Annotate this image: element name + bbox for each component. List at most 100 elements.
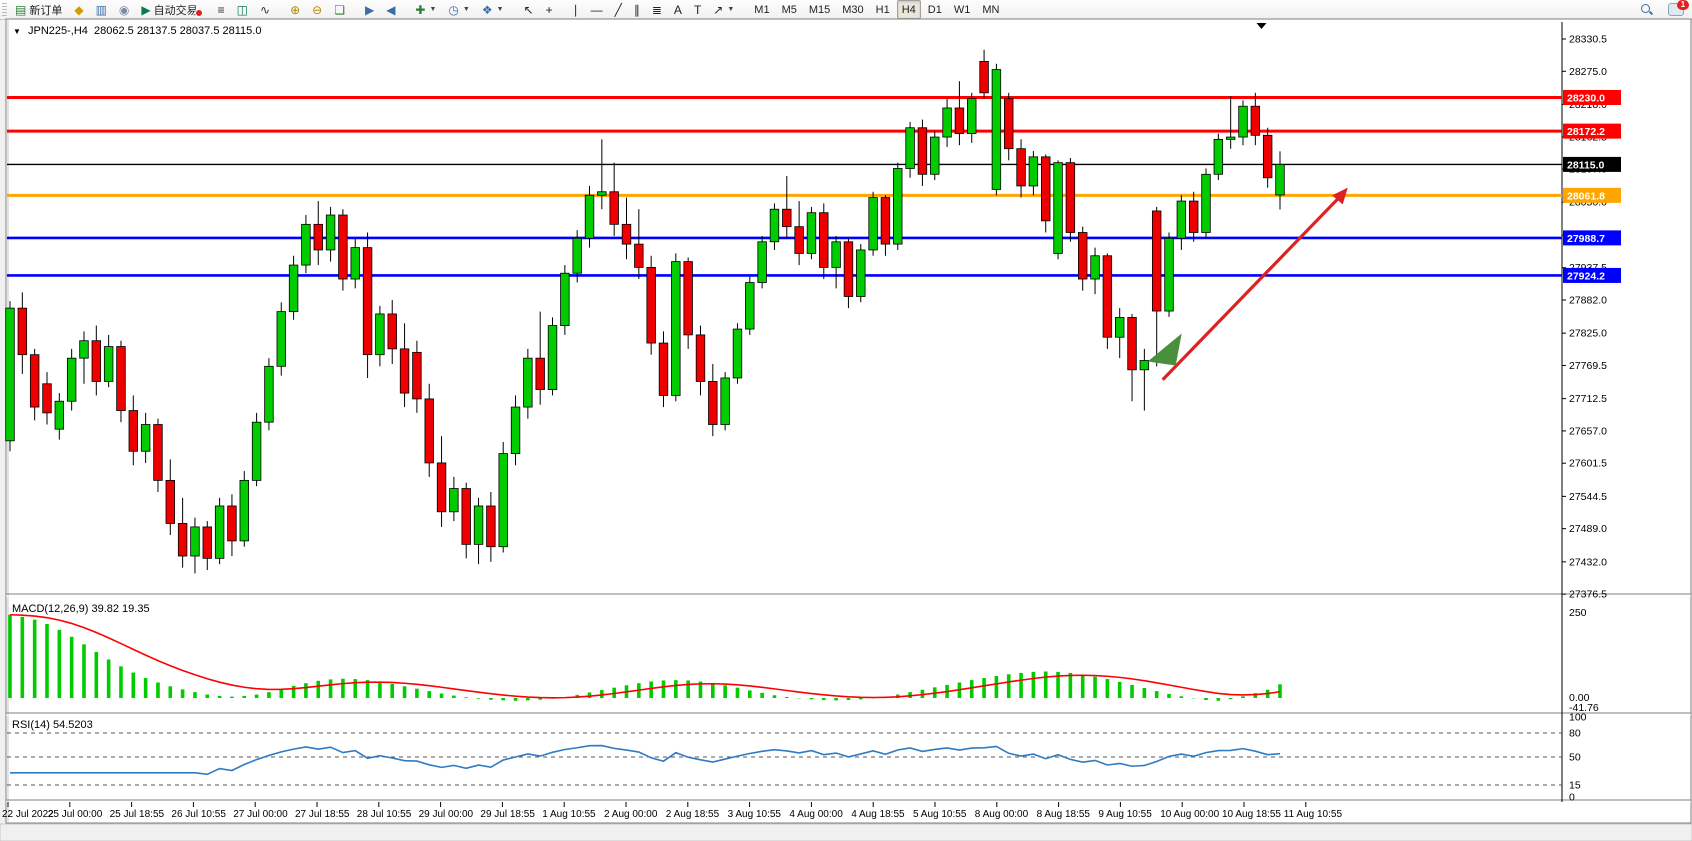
- candle[interactable]: [1188, 200, 1199, 233]
- candle[interactable]: [1004, 98, 1014, 150]
- candle[interactable]: [695, 334, 706, 382]
- signal-button[interactable]: ◉: [114, 0, 134, 19]
- templates-button[interactable]: ❖ ▼: [477, 0, 509, 19]
- timeframe-m5-button[interactable]: M5: [781, 3, 797, 16]
- chart-shift-button[interactable]: ◀: [381, 0, 400, 19]
- candle[interactable]: [843, 241, 854, 297]
- candle[interactable]: [905, 127, 915, 169]
- candle[interactable]: [547, 325, 558, 390]
- candle[interactable]: [646, 266, 656, 344]
- candle[interactable]: [140, 424, 151, 452]
- candle[interactable]: [671, 261, 681, 396]
- equidistant-channel-button[interactable]: ∥: [629, 0, 645, 19]
- candle[interactable]: [1250, 105, 1261, 136]
- candle[interactable]: [658, 342, 669, 396]
- zoom-in-button[interactable]: ⊕: [285, 0, 305, 19]
- candle[interactable]: [202, 526, 212, 559]
- autotrading-button[interactable]: ▶ 自动交易: [136, 0, 203, 19]
- timeframe-h1-button[interactable]: H1: [875, 3, 890, 16]
- candle[interactable]: [239, 479, 249, 542]
- candle[interactable]: [301, 223, 311, 266]
- candle[interactable]: [880, 197, 891, 245]
- line-chart-mode-button[interactable]: ∿: [255, 0, 275, 19]
- candle[interactable]: [375, 313, 385, 356]
- timeframe-mn-button[interactable]: MN: [982, 3, 1000, 16]
- candle[interactable]: [1053, 162, 1063, 254]
- candle[interactable]: [264, 365, 274, 423]
- candle[interactable]: [510, 406, 521, 455]
- candle[interactable]: [831, 241, 841, 268]
- candle[interactable]: [1078, 232, 1088, 280]
- collapse-arrow-icon[interactable]: ▼: [13, 27, 21, 36]
- candle[interactable]: [1201, 173, 1211, 233]
- periods-button[interactable]: ◷ ▼: [443, 0, 474, 19]
- candle[interactable]: [54, 400, 65, 430]
- candle[interactable]: [893, 168, 903, 245]
- candle-chart-mode-button[interactable]: ◫: [232, 0, 253, 19]
- candle[interactable]: [165, 479, 175, 524]
- bar-chart-mode-button[interactable]: ≡: [213, 0, 230, 19]
- cursor-button[interactable]: ↖: [519, 0, 539, 19]
- candle[interactable]: [498, 453, 508, 548]
- candle[interactable]: [362, 247, 373, 356]
- candle[interactable]: [350, 247, 360, 280]
- candle[interactable]: [227, 505, 237, 542]
- candle[interactable]: [868, 197, 878, 251]
- vertical-line-button[interactable]: ∣: [568, 0, 584, 19]
- candle[interactable]: [942, 107, 952, 138]
- candle[interactable]: [486, 505, 496, 548]
- new-order-button[interactable]: ▤ 新订单: [10, 0, 67, 19]
- candle[interactable]: [177, 523, 188, 557]
- candle[interactable]: [1090, 255, 1100, 280]
- candle[interactable]: [1041, 156, 1051, 222]
- fibonacci-button[interactable]: ≣: [647, 0, 667, 19]
- candle[interactable]: [338, 214, 348, 280]
- timeframe-m1-button[interactable]: M1: [754, 3, 770, 16]
- candle[interactable]: [116, 346, 126, 411]
- candle[interactable]: [782, 208, 792, 228]
- text-label-button[interactable]: T: [689, 0, 706, 19]
- trendline-button[interactable]: ╱: [610, 0, 627, 19]
- candle[interactable]: [523, 357, 533, 408]
- candle[interactable]: [1139, 360, 1150, 371]
- candle[interactable]: [5, 307, 15, 442]
- candle[interactable]: [42, 383, 52, 414]
- candle[interactable]: [597, 191, 607, 196]
- tile-windows-button[interactable]: ❏: [329, 0, 350, 19]
- candle[interactable]: [79, 340, 89, 359]
- candle[interactable]: [584, 194, 595, 239]
- candle[interactable]: [634, 243, 644, 268]
- timeframe-m15-button[interactable]: M15: [808, 3, 831, 16]
- navigator-button[interactable]: ▥: [91, 0, 112, 19]
- candle[interactable]: [1225, 136, 1236, 140]
- candle[interactable]: [1275, 164, 1285, 196]
- candle[interactable]: [708, 381, 718, 425]
- auto-scroll-button[interactable]: ▶: [360, 0, 379, 19]
- search-button[interactable]: [1636, 0, 1657, 19]
- candle[interactable]: [1238, 105, 1248, 138]
- candle[interactable]: [954, 107, 965, 134]
- zoom-out-button[interactable]: ⊖: [307, 0, 327, 19]
- candle[interactable]: [683, 261, 693, 336]
- candle[interactable]: [251, 421, 262, 481]
- candle[interactable]: [609, 191, 619, 225]
- candle[interactable]: [325, 214, 336, 251]
- candle[interactable]: [535, 357, 545, 390]
- candle[interactable]: [412, 351, 422, 400]
- candle[interactable]: [473, 505, 484, 545]
- candle[interactable]: [399, 348, 410, 394]
- add-indicator-button[interactable]: ✚ ▼: [410, 0, 441, 19]
- candle[interactable]: [153, 424, 163, 481]
- candle[interactable]: [967, 98, 977, 134]
- candle[interactable]: [1016, 148, 1026, 187]
- candle[interactable]: [745, 282, 755, 330]
- candle[interactable]: [856, 249, 866, 297]
- candle[interactable]: [769, 208, 780, 243]
- candle[interactable]: [436, 462, 447, 513]
- candle[interactable]: [560, 272, 570, 326]
- candle[interactable]: [29, 354, 40, 408]
- candle[interactable]: [313, 223, 323, 251]
- candle[interactable]: [276, 311, 286, 367]
- candle[interactable]: [1102, 255, 1113, 338]
